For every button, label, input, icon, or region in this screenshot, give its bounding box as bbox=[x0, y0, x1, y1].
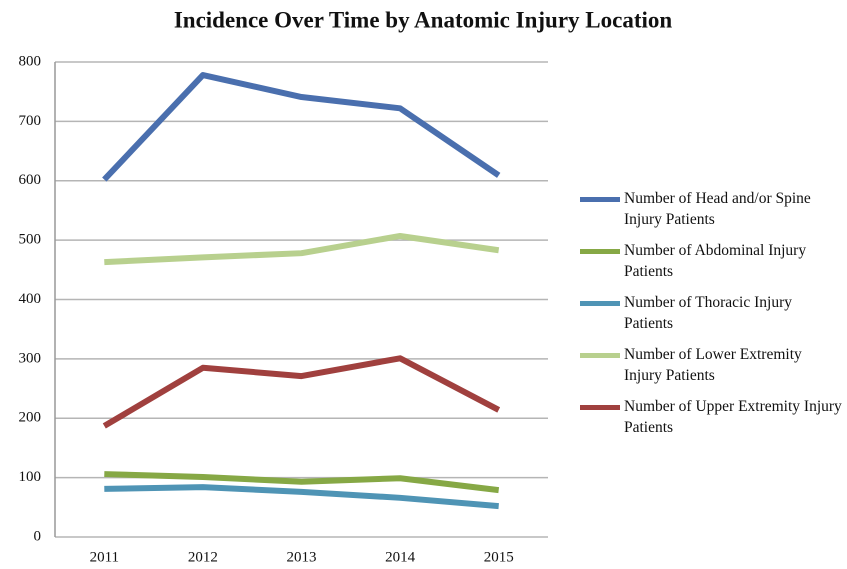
y-tick-label: 0 bbox=[34, 528, 42, 544]
y-tick-label: 200 bbox=[19, 410, 42, 426]
legend-label: Number of Head and/or Spine Injury Patie… bbox=[624, 190, 811, 228]
y-tick-label: 500 bbox=[19, 232, 42, 248]
legend-item: Number of Head and/or Spine Injury Patie… bbox=[580, 188, 842, 230]
x-tick-label: 2014 bbox=[385, 549, 416, 565]
series-line bbox=[102, 355, 501, 429]
legend-label: Number of Thoracic Injury Patients bbox=[624, 294, 793, 332]
legend-item: Number of Abdominal Injury Patients bbox=[580, 240, 842, 282]
legend-item: Number of Lower Extremity Injury Patient… bbox=[580, 344, 842, 386]
series-line bbox=[104, 484, 499, 510]
x-tick-label: 2012 bbox=[188, 549, 218, 565]
legend-swatch bbox=[580, 405, 620, 410]
legend-swatch bbox=[580, 353, 620, 358]
legend-label: Number of Abdominal Injury Patients bbox=[624, 242, 807, 280]
legend: Number of Head and/or Spine Injury Patie… bbox=[580, 188, 842, 448]
y-tick-label: 100 bbox=[19, 469, 42, 485]
y-tick-label: 800 bbox=[19, 53, 42, 69]
y-tick-label: 300 bbox=[19, 350, 42, 366]
series-line bbox=[104, 232, 500, 266]
legend-swatch bbox=[580, 249, 620, 254]
legend-label: Number of Upper Extremity Injury Patient… bbox=[624, 398, 842, 436]
y-tick-label: 700 bbox=[19, 113, 42, 129]
legend-swatch bbox=[580, 197, 620, 202]
y-tick-label: 600 bbox=[19, 172, 42, 188]
chart-title: Incidence Over Time by Anatomic Injury L… bbox=[174, 7, 673, 32]
legend-item: Number of Upper Extremity Injury Patient… bbox=[580, 396, 842, 438]
series-line bbox=[102, 72, 501, 182]
series-line bbox=[104, 471, 500, 494]
y-tick-label: 400 bbox=[19, 291, 42, 307]
legend-swatch bbox=[580, 301, 620, 306]
x-tick-label: 2011 bbox=[90, 549, 119, 565]
legend-item: Number of Thoracic Injury Patients bbox=[580, 292, 842, 334]
x-tick-label: 2013 bbox=[287, 549, 317, 565]
legend-label: Number of Lower Extremity Injury Patient… bbox=[624, 346, 802, 384]
x-tick-label: 2015 bbox=[484, 549, 514, 565]
